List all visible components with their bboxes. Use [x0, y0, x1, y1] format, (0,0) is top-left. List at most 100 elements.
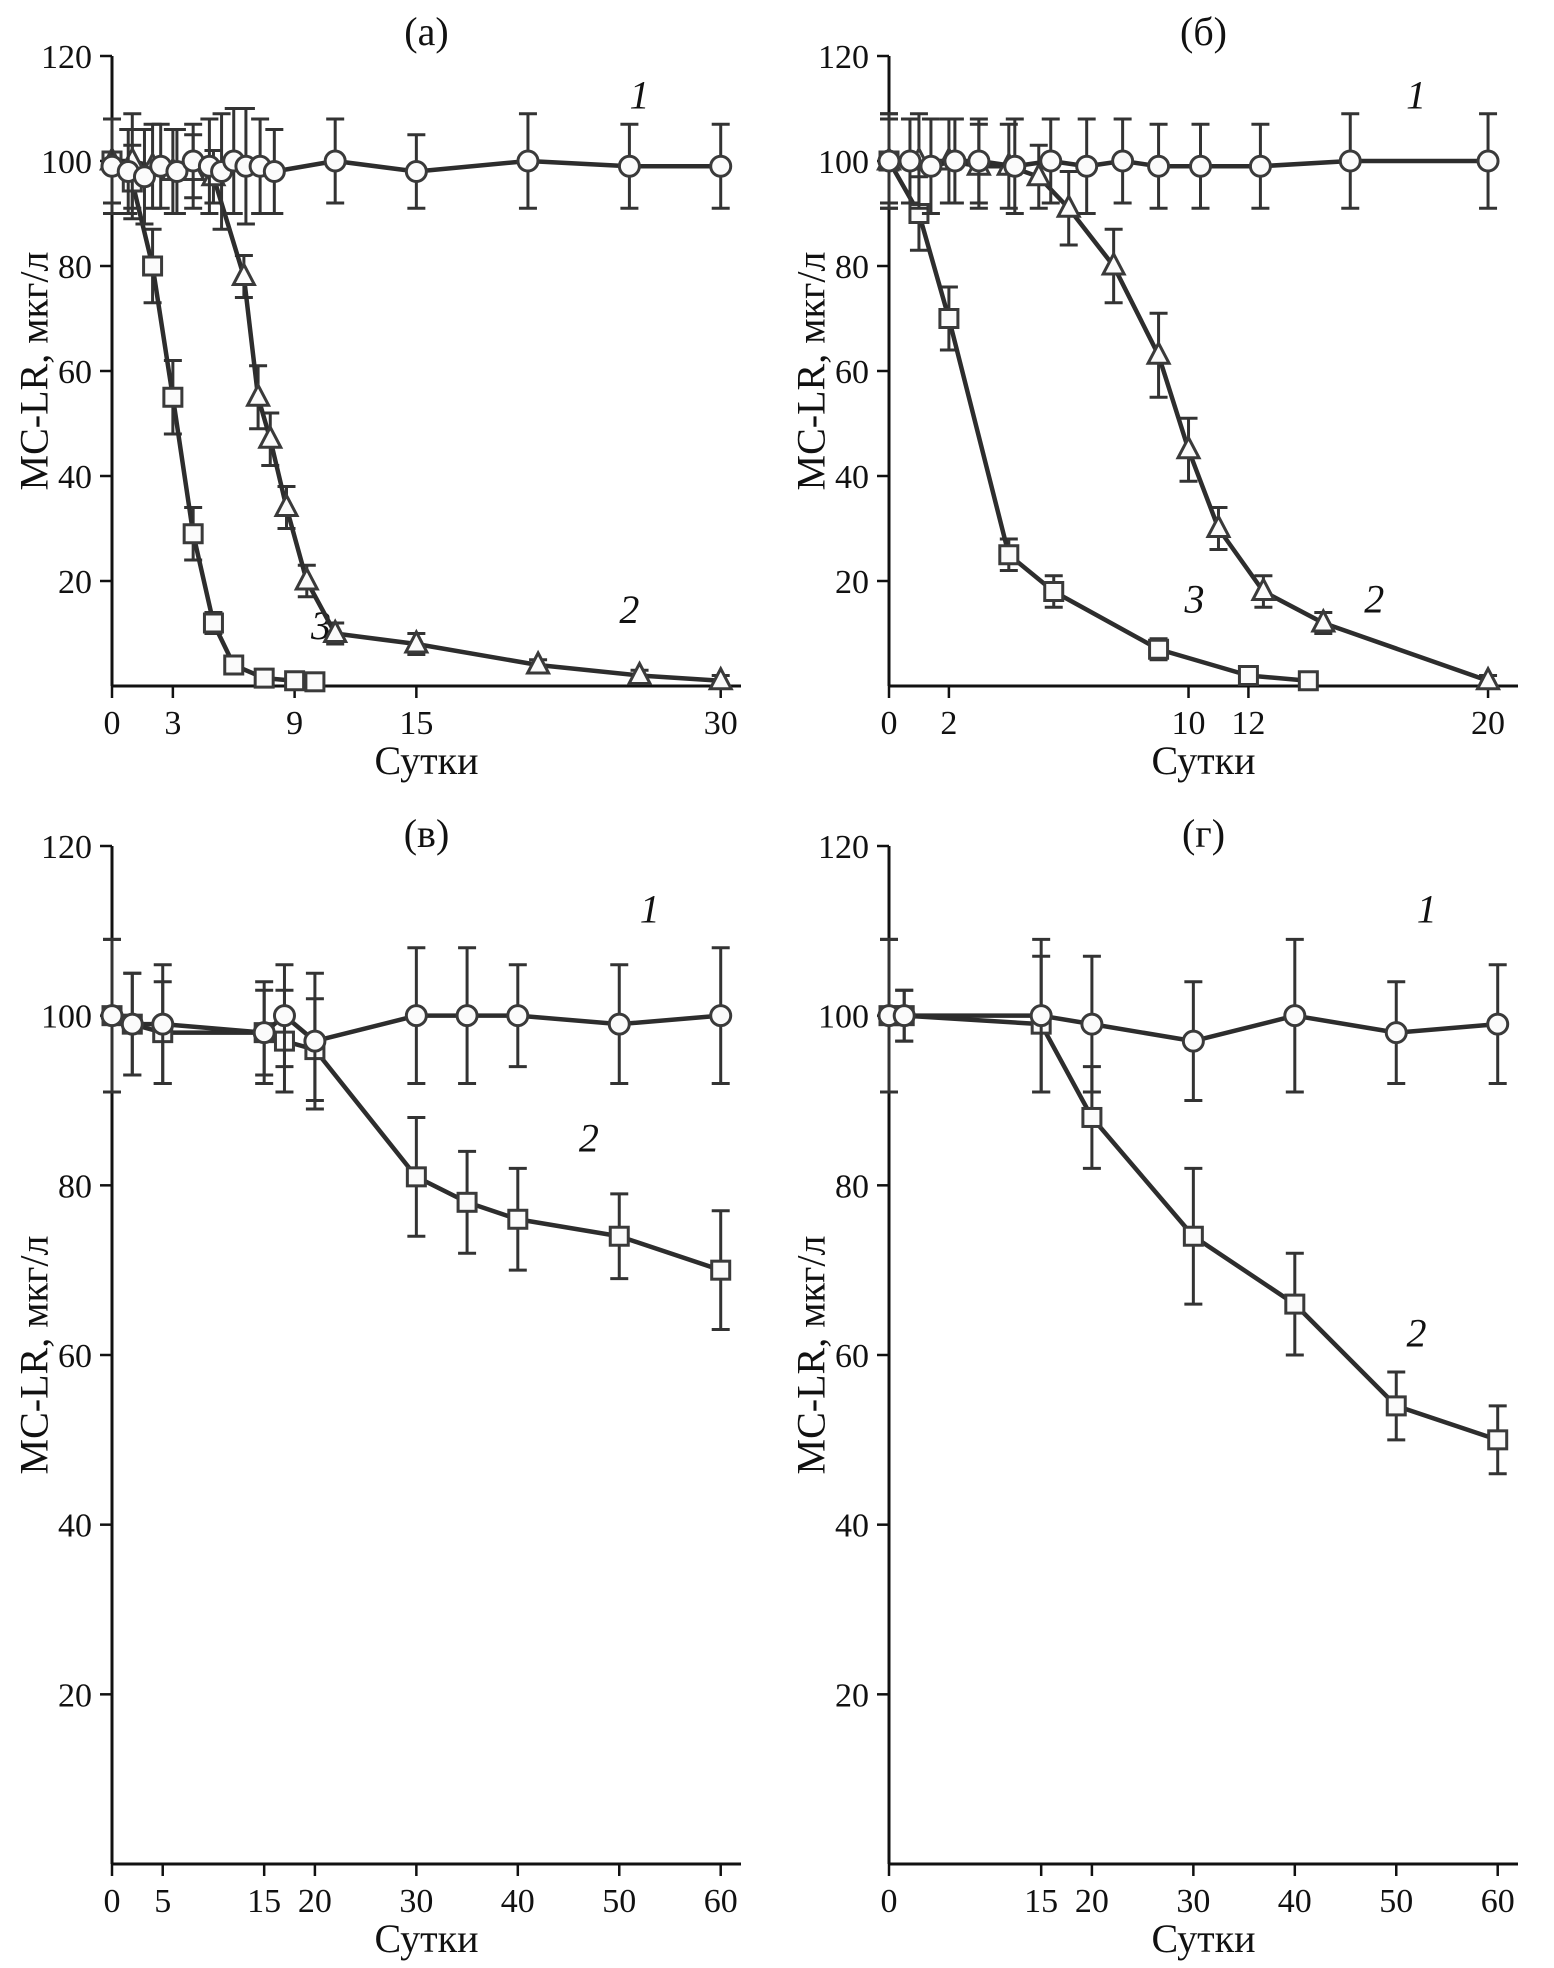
- y-tick-label: 80: [835, 1168, 869, 1205]
- x-tick-label: 12: [1231, 705, 1265, 742]
- circle-marker: [617, 154, 641, 178]
- series-label-2: 2: [619, 587, 639, 632]
- square-marker: [162, 386, 184, 408]
- panel-v: (в) MC-LR, мкг/л 0 5 15 20 30 40 50 60 20 40 60 80 1…: [0, 790, 777, 1968]
- panel-b: (б) MC-LR, мкг/л 0 2 10 12 20 20 40 60 80 100 120 3…: [777, 0, 1554, 790]
- circle-marker: [323, 149, 347, 173]
- x-tick-label: 2: [940, 705, 957, 742]
- square-marker: [1148, 638, 1170, 660]
- circle-marker: [132, 165, 156, 189]
- triangle-marker: [525, 649, 552, 675]
- panel-v-x-axis-label: Сутки: [374, 1916, 479, 1961]
- square-marker: [304, 671, 326, 693]
- circle-marker: [1486, 1012, 1510, 1036]
- y-tick-label: 60: [835, 354, 869, 391]
- panel-g-x-axis-label: Сутки: [1151, 1916, 1256, 1961]
- x-tick-label: 9: [286, 705, 303, 742]
- triangle-marker: [1145, 340, 1172, 365]
- series-label-1: 1: [640, 886, 660, 931]
- circle-marker: [100, 1004, 124, 1028]
- x-tick-label: 0: [881, 705, 898, 742]
- y-tick-label: 120: [818, 829, 869, 866]
- square-marker: [1182, 1225, 1204, 1247]
- y-tick-label: 40: [835, 459, 869, 496]
- y-tick-label: 60: [835, 1338, 869, 1375]
- series-label-3: 3: [1184, 577, 1205, 622]
- x-tick-label: 10: [1172, 705, 1206, 742]
- circle-marker: [967, 149, 991, 173]
- square-marker: [1237, 665, 1259, 686]
- panel-g-title: (г): [1181, 811, 1226, 856]
- panel-b-x-axis-label: Сутки: [1151, 738, 1256, 783]
- triangle-marker: [1250, 576, 1277, 601]
- panel-b-title: (б): [1180, 9, 1227, 54]
- circle-marker: [1080, 1012, 1104, 1036]
- square-marker: [1043, 581, 1065, 602]
- x-tick-label: 60: [704, 1883, 738, 1920]
- circle-marker: [506, 1004, 530, 1028]
- circle-marker: [877, 149, 901, 173]
- y-tick-label: 100: [41, 144, 92, 181]
- circle-marker: [709, 1004, 733, 1028]
- circle-marker: [1029, 1004, 1053, 1028]
- circle-marker: [303, 1029, 327, 1053]
- square-marker: [608, 1225, 630, 1247]
- panel-a-title: (а): [404, 9, 449, 54]
- circle-marker: [404, 1004, 428, 1028]
- square-marker: [710, 1259, 732, 1281]
- x-tick-label: 30: [704, 705, 738, 742]
- triangle-marker: [1025, 161, 1052, 187]
- square-marker: [507, 1208, 529, 1230]
- y-tick-label: 60: [58, 1338, 92, 1375]
- triangle-marker: [257, 424, 284, 449]
- square-marker: [405, 1166, 427, 1188]
- x-tick-label: 15: [1024, 1883, 1058, 1920]
- triangle-marker: [322, 618, 349, 643]
- y-tick-label: 60: [58, 354, 92, 391]
- y-tick-label: 20: [58, 1677, 92, 1714]
- x-tick-label: 0: [881, 1883, 898, 1920]
- y-tick-label: 120: [41, 39, 92, 76]
- circle-marker: [120, 1012, 144, 1036]
- y-tick-label: 80: [58, 1168, 92, 1205]
- series-label-2: 2: [579, 1115, 599, 1160]
- circle-marker: [898, 149, 922, 173]
- triangle-marker: [1475, 665, 1502, 691]
- square-marker: [1385, 1395, 1407, 1417]
- panel-a: (а) MC-LR, мкг/л 0 3 9 15 30 20 40 60 80 100 120 3 2…: [0, 0, 777, 790]
- y-tick-label: 20: [58, 564, 92, 601]
- circle-marker: [1248, 154, 1272, 178]
- series-label-1: 1: [630, 73, 650, 118]
- square-marker: [284, 670, 306, 692]
- y-tick-label: 120: [818, 39, 869, 76]
- triangle-marker: [403, 628, 430, 654]
- square-marker: [998, 544, 1020, 566]
- panel-b-plot: 0 2 10 12 20 20 40 60 80 100 120 3 2 1: [818, 39, 1518, 742]
- circle-marker: [165, 160, 189, 183]
- y-tick-label: 40: [835, 1508, 869, 1545]
- x-tick-label: 50: [602, 1883, 636, 1920]
- circle-marker: [1111, 149, 1135, 173]
- circle-marker: [252, 1021, 276, 1045]
- y-tick-label: 120: [41, 829, 92, 866]
- panel-g: (г) MC-LR, мкг/л 0 15 20 30 40 50 60 20 40 60 80 10…: [777, 790, 1554, 1968]
- triangle-marker: [293, 565, 320, 591]
- y-tick-label: 80: [58, 249, 92, 286]
- x-tick-label: 5: [154, 1883, 171, 1920]
- x-tick-label: 30: [1176, 1883, 1210, 1920]
- circle-marker: [1147, 154, 1171, 178]
- circle-marker: [919, 154, 943, 178]
- circle-marker: [1181, 1029, 1205, 1053]
- panel-v-title: (в): [403, 811, 450, 856]
- circle-marker: [404, 160, 428, 183]
- circle-marker: [1338, 149, 1362, 173]
- x-tick-label: 40: [501, 1883, 535, 1920]
- series-line-3: [109, 158, 318, 685]
- x-tick-label: 15: [399, 705, 433, 742]
- y-tick-label: 100: [818, 144, 869, 181]
- y-tick-label: 20: [835, 564, 869, 601]
- panel-a-x-axis-label: Сутки: [374, 738, 479, 783]
- circle-marker: [1039, 149, 1063, 173]
